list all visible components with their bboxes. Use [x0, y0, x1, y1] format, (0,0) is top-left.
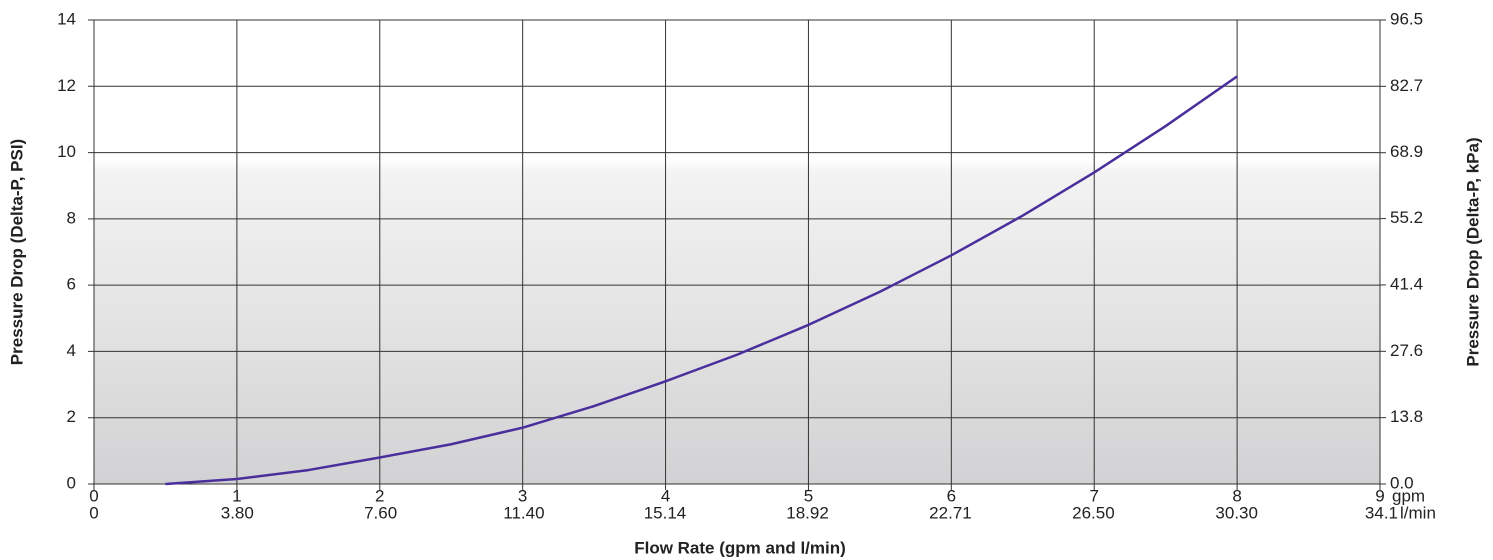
y2-tick-label: 13.8 [1390, 407, 1423, 426]
y2-tick-label: 27.6 [1390, 341, 1423, 360]
data-line [165, 75, 1238, 486]
x2-tick-label: 22.71 [929, 503, 972, 522]
y-tick-label: 12 [57, 76, 76, 95]
x-tick-label: 8 [1232, 486, 1241, 505]
x-tick-label: 1 [232, 486, 241, 505]
y-tick-label: 6 [67, 275, 76, 294]
x2-tick-label: 3.80 [221, 503, 254, 522]
x2-tick-label: 34.1 [1365, 503, 1398, 522]
y-tick-label: 8 [67, 208, 76, 227]
x2-tick-label: 18.92 [786, 503, 829, 522]
x-unit: gpm [1392, 486, 1425, 505]
y-axis-title: Pressure Drop (Delta-P, PSI) [7, 139, 26, 365]
x-axis-title: Flow Rate (gpm and l/min) [634, 538, 846, 557]
y2-tick-label: 41.4 [1390, 274, 1423, 293]
plot-area [94, 20, 1380, 484]
y2-tick-label: 55.2 [1390, 208, 1423, 227]
x-tick-label: 0 [89, 486, 98, 505]
y2-axis-title: Pressure Drop (Delta-P, kPa) [1463, 137, 1482, 366]
y2-tick-label: 96.5 [1390, 9, 1423, 28]
y2-tick-label: 0.0 [1390, 473, 1414, 492]
y-tick-label: 14 [57, 9, 76, 28]
x2-tick-label: 30.30 [1215, 503, 1258, 522]
x2-tick-label: 26.50 [1072, 503, 1115, 522]
y-tick-label: 10 [57, 142, 76, 161]
x2-unit: l/min [1400, 503, 1436, 522]
x-tick-label: 2 [375, 486, 384, 505]
x2-tick-label: 7.60 [364, 503, 397, 522]
y2-tick-label: 82.7 [1390, 76, 1423, 95]
x-tick-label: 3 [518, 486, 527, 505]
x-tick-label: 9 [1375, 486, 1384, 505]
x-tick-label: 5 [804, 486, 813, 505]
plot-border [93, 19, 1381, 485]
y2-tick-label: 68.9 [1390, 142, 1423, 161]
x-tick-label: 4 [661, 486, 670, 505]
x-tick-label: 6 [947, 486, 956, 505]
x-tick-label: 7 [1089, 486, 1098, 505]
y-tick-label: 4 [67, 341, 76, 360]
x2-tick-label: 0 [89, 503, 98, 522]
y-tick-label: 0 [67, 473, 76, 492]
x2-tick-label: 15.14 [644, 503, 687, 522]
y-tick-label: 2 [67, 407, 76, 426]
x2-tick-label: 11.40 [503, 503, 544, 522]
